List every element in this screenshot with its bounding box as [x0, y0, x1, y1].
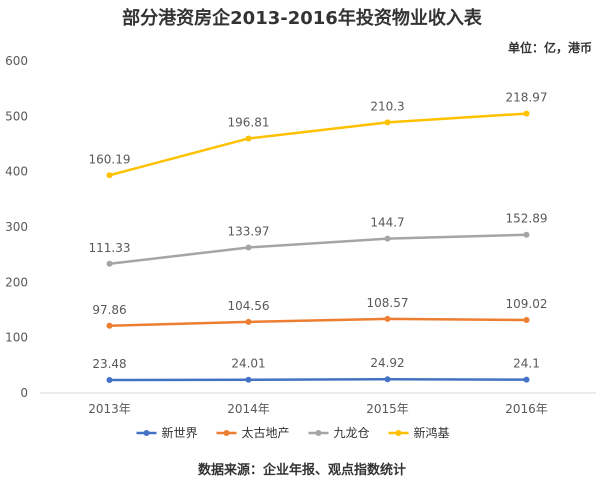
legend-item: 九龙仓: [308, 426, 370, 440]
data-point: [523, 376, 530, 383]
x-tick-label: 2015年: [366, 402, 409, 416]
data-label: 108.57: [367, 296, 409, 310]
data-point: [523, 316, 530, 323]
data-label: 133.97: [228, 224, 270, 238]
y-tick-label: 400: [5, 165, 28, 179]
unit-note: 单位：亿，港币: [508, 40, 592, 55]
data-point: [523, 110, 530, 117]
data-label: 24.01: [231, 357, 265, 371]
y-tick-label: 500: [5, 109, 28, 123]
chart-title: 部分港资房企2013-2016年投资物业收入表: [122, 7, 483, 29]
data-point: [106, 377, 113, 384]
legend-marker: [315, 430, 322, 436]
series-4: 160.19 196.81 210.3 218.97: [89, 91, 548, 179]
legend-marker: [223, 430, 230, 436]
legend-item: 新世界: [136, 425, 198, 440]
series-line: [108, 377, 528, 382]
data-label: 152.89: [506, 212, 548, 226]
series-2: 97.86 104.56 108.57 109.02: [92, 296, 548, 329]
data-label: 104.56: [228, 299, 270, 313]
y-tick-label: 100: [5, 331, 28, 345]
data-point: [245, 135, 252, 142]
legend-label: 新世界: [162, 425, 198, 440]
legend-item: 新鸿基: [388, 425, 450, 440]
legend-item: 太古地产: [216, 425, 290, 440]
legend-label: 新鸿基: [414, 425, 450, 440]
legend: 新世界 太古地产 九龙仓 新鸿基: [136, 425, 450, 440]
x-tick-label: 2013年: [88, 402, 131, 416]
series-line: [108, 317, 528, 328]
data-point: [106, 260, 113, 267]
data-label: 210.3: [370, 99, 404, 113]
data-point: [523, 231, 530, 238]
data-point: [245, 244, 252, 251]
data-label: 109.02: [506, 297, 548, 311]
data-label: 196.81: [228, 115, 270, 129]
data-point: [106, 322, 113, 329]
x-axis: 2013年 2014年 2015年 2016年: [88, 402, 548, 416]
data-label: 24.92: [370, 356, 404, 370]
series-line: [108, 233, 528, 266]
series-3: 111.33 133.97 144.7 152.89: [89, 212, 548, 267]
legend-marker: [143, 430, 150, 436]
x-tick-label: 2014年: [227, 402, 270, 416]
data-point: [384, 119, 391, 126]
data-label: 111.33: [89, 241, 131, 255]
data-label: 218.97: [506, 91, 548, 105]
legend-label: 九龙仓: [334, 426, 370, 440]
series-1: 23.48 24.01 24.92 24.1: [92, 356, 540, 384]
y-axis: 0 100 200 300 400 500 600: [5, 54, 28, 400]
series-layer: 23.48 24.01 24.92 24.1 97.86 104.56 108.57 109.…: [89, 91, 548, 384]
y-tick-label: 300: [5, 220, 28, 234]
source-note: 数据来源：企业年报、观点指数统计: [198, 462, 406, 478]
data-label: 23.48: [92, 357, 126, 371]
x-tick-label: 2016年: [505, 402, 548, 416]
legend-label: 太古地产: [242, 425, 290, 440]
data-point: [245, 318, 252, 325]
data-point: [245, 376, 252, 383]
data-label: 97.86: [92, 303, 126, 317]
series-line: [108, 112, 528, 177]
data-point: [384, 235, 391, 242]
data-point: [384, 376, 391, 383]
y-tick-label: 0: [20, 386, 28, 400]
data-label: 144.7: [370, 216, 404, 230]
data-point: [384, 315, 391, 322]
legend-marker: [395, 430, 402, 436]
y-tick-label: 600: [5, 54, 28, 68]
data-label: 160.19: [89, 152, 131, 166]
data-label: 24.1: [513, 357, 540, 371]
data-point: [106, 172, 113, 179]
y-tick-label: 200: [5, 275, 28, 289]
